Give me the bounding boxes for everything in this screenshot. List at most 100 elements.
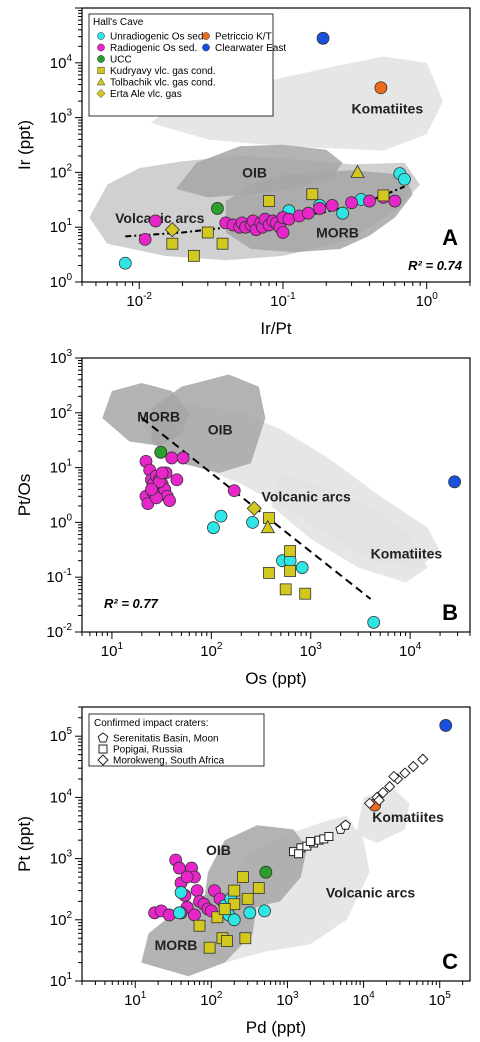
tick-base: 10 [50, 912, 67, 929]
tick-label: 100 [50, 512, 73, 531]
tick-base: 10 [50, 350, 67, 367]
data-points [139, 445, 462, 629]
data-point [294, 849, 304, 859]
tick-label: 10-2 [126, 291, 152, 310]
tick-label: 103 [50, 348, 73, 367]
data-point [243, 906, 257, 920]
region-label: Komatiites [371, 545, 443, 561]
tick-base: 10 [50, 973, 67, 990]
data-point [216, 237, 229, 250]
legend-label: Morokweng, South Africa [113, 756, 225, 767]
data-point [279, 583, 292, 596]
data-point [174, 886, 188, 899]
data-point [388, 194, 402, 208]
data-point [211, 911, 224, 924]
data-point [252, 882, 265, 894]
region-group [102, 374, 441, 583]
tick-label: 104 [50, 53, 73, 72]
data-point [227, 913, 241, 927]
tick-exponent: 5 [66, 726, 72, 737]
region-label: Volcanic arcs [326, 885, 415, 901]
data-point [165, 451, 179, 465]
tick-base: 10 [416, 293, 433, 310]
tick-base: 10 [200, 992, 217, 1009]
region-label: Komatiites [372, 809, 444, 825]
legend-label: Radiogenic Os sed. [110, 43, 197, 54]
legend-marker [202, 43, 210, 52]
data-point [228, 884, 241, 897]
data-point [170, 473, 184, 487]
data-point [399, 767, 411, 779]
data-point [439, 719, 453, 732]
data-point [190, 884, 204, 898]
tick-label: 10-1 [46, 567, 72, 586]
tick-exponent: 4 [66, 787, 72, 798]
data-point [172, 906, 186, 920]
legend-marker [202, 32, 210, 40]
y-axis-label: Ir (ppt) [15, 120, 34, 170]
legend-marker [97, 754, 109, 766]
region-label: OIB [242, 165, 267, 181]
tick-label: 105 [429, 990, 452, 1009]
tick-exponent: 5 [445, 990, 451, 1001]
tick-base: 10 [429, 992, 446, 1009]
legend-marker [96, 77, 106, 86]
data-point [164, 222, 180, 238]
tick-label: 102 [50, 403, 73, 422]
tick-base: 10 [50, 789, 67, 806]
tick-base: 10 [50, 460, 67, 477]
data-point [211, 202, 224, 215]
data-point [313, 202, 327, 215]
region-shape [271, 472, 428, 583]
tick-exponent: 3 [293, 990, 299, 1001]
tick-base: 10 [126, 293, 143, 310]
region-label: Volcanic arcs [262, 489, 351, 505]
panel-letter: B [442, 600, 458, 625]
tick-label: 103 [276, 990, 299, 1009]
data-point [345, 196, 358, 210]
tick-base: 10 [50, 110, 67, 127]
tick-base: 10 [50, 164, 67, 181]
legend-title: Hall's Cave [93, 17, 144, 28]
data-point [260, 519, 275, 534]
data-point [237, 871, 249, 883]
data-point [316, 31, 330, 45]
data-point [340, 819, 351, 830]
data-point [263, 512, 275, 524]
tick-exponent: 3 [66, 348, 72, 359]
tick-exponent: 3 [66, 108, 72, 119]
panel-letter: C [442, 949, 458, 974]
legend-marker [97, 43, 105, 52]
tick-label: 102 [50, 910, 73, 929]
legend-label: Unradiogenic Os sed. [110, 32, 206, 43]
tick-label: 101 [50, 971, 73, 990]
tick-exponent: 3 [66, 849, 72, 860]
tick-exponent: 2 [66, 162, 72, 173]
tick-base: 10 [124, 992, 141, 1009]
tick-exponent: 1 [66, 217, 72, 228]
data-points [118, 31, 411, 270]
region-label: MORB [155, 937, 198, 953]
data-point [325, 198, 339, 212]
tick-exponent: 2 [217, 641, 223, 652]
data-point [305, 837, 315, 847]
data-point [367, 615, 381, 629]
tick-base: 10 [270, 293, 287, 310]
legend-label: Tolbachik vlc. gas cond. [110, 78, 216, 89]
legend-label: UCC [110, 55, 132, 66]
tick-base: 10 [50, 274, 67, 291]
legend: Confirmed impact craters: Serenitatis Bas… [88, 713, 265, 767]
data-point [284, 545, 297, 557]
data-point [350, 164, 365, 178]
data-point [180, 870, 194, 884]
data-point [246, 516, 259, 529]
data-point [241, 892, 254, 905]
data-point [276, 226, 290, 239]
x-axis-label: Ir/Pt [260, 319, 291, 338]
tick-label: 100 [416, 291, 439, 310]
tick-exponent: -2 [143, 291, 152, 302]
